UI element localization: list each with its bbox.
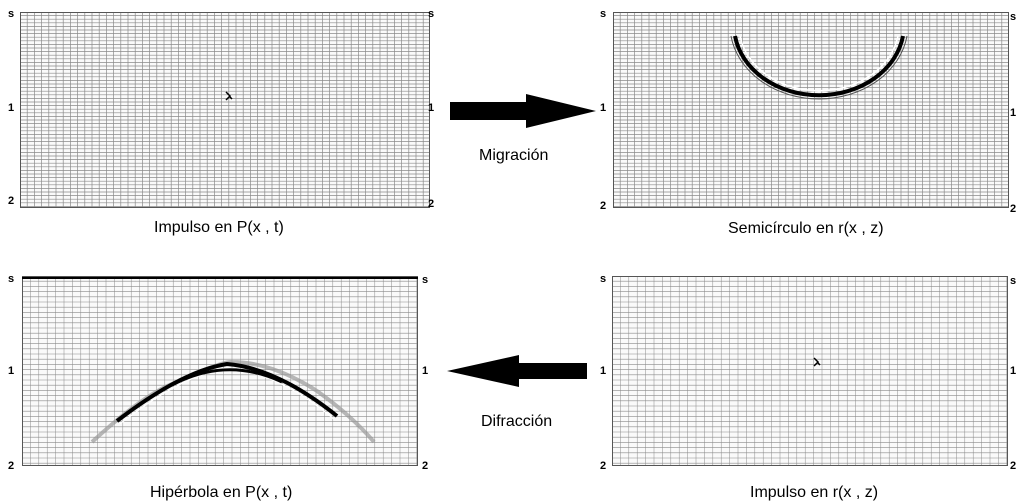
panel-semicircle-rxz [613, 12, 1009, 208]
tick-2-right: 2 [428, 198, 435, 210]
caption-impulse-pxt: Impulso en P(x , t) [154, 219, 284, 236]
tick-2-right: 2 [1010, 460, 1017, 472]
tick-s-left: s [600, 273, 607, 285]
seismic-grid-impulse-rxz [612, 276, 1008, 466]
tick-2-right: 2 [1010, 203, 1017, 215]
tick-s-left: s [8, 273, 15, 285]
seismic-grid-hyperbola-pxt [22, 276, 418, 466]
caption-semicircle-rxz: Semicírculo en r(x , z) [728, 220, 884, 237]
impulse-mark [813, 357, 821, 367]
label-migration: Migración [479, 147, 549, 164]
label-diffraction: Difracción [481, 413, 553, 430]
tick-2-left: 2 [600, 200, 607, 212]
tick-1-right: 1 [422, 365, 429, 377]
seismic-grid-semicircle-rxz [613, 12, 1009, 208]
tick-1-right: 1 [1010, 107, 1017, 119]
tick-1-left: 1 [600, 365, 607, 377]
tick-s-left: s [600, 8, 607, 20]
caption-hyperbola-pxt: Hipérbola en P(x , t) [150, 484, 293, 501]
impulse-mark [225, 91, 233, 101]
tick-1-left: 1 [8, 102, 15, 114]
tick-1-right: 1 [1010, 365, 1017, 377]
tick-2-right: 2 [422, 460, 429, 472]
tick-s-right: s [422, 274, 429, 286]
tick-s-left: s [8, 8, 15, 20]
seismic-grid-impulse-pxt [20, 12, 430, 208]
tick-s-right: s [1010, 275, 1017, 287]
tick-s-right: s [428, 8, 435, 20]
arrow-right-migration [450, 94, 596, 128]
tick-1-right: 1 [428, 102, 435, 114]
arrow-left-diffraction [447, 355, 587, 387]
tick-2-left: 2 [8, 460, 15, 472]
panel-impulse-pxt [20, 12, 430, 208]
tick-s-right: s [1010, 11, 1017, 23]
panel-hyperbola-pxt [22, 276, 418, 466]
tick-1-left: 1 [600, 102, 607, 114]
tick-2-left: 2 [600, 460, 607, 472]
caption-impulse-rxz: Impulso en r(x , z) [750, 484, 879, 501]
panel-impulse-rxz [612, 276, 1008, 466]
tick-2-left: 2 [8, 195, 15, 207]
tick-1-left: 1 [8, 365, 15, 377]
diffraction-hyperbola [90, 359, 376, 444]
semicircle-reflector [730, 35, 908, 100]
